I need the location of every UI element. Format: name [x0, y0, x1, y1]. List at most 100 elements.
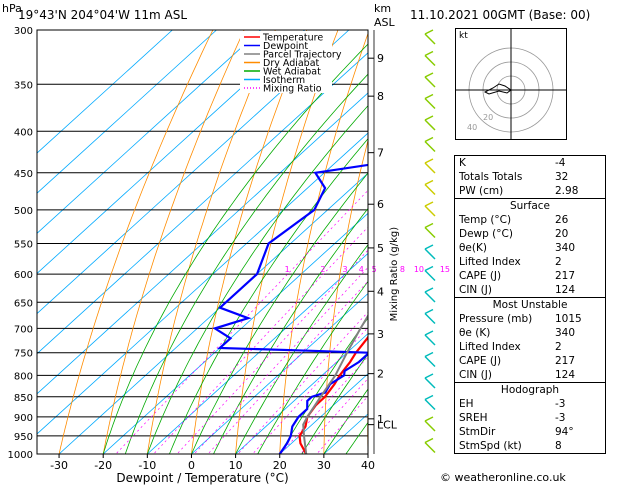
- mu-thetae-value: 340: [555, 327, 576, 339]
- surface-temp-label: Temp (°C): [459, 214, 512, 226]
- wind-barb: [424, 205, 436, 217]
- dry-adiabat: [323, 138, 368, 454]
- stmspd-value: 8: [555, 440, 562, 452]
- hodo-ring-label: 20: [483, 113, 493, 122]
- wind-barb: [424, 97, 436, 110]
- legend-entry: Parcel Trajectory: [263, 50, 342, 61]
- dry-adiabat: [235, 30, 339, 454]
- height-km-label: 8: [377, 90, 384, 103]
- stmspd-label: StmSpd (kt): [459, 440, 522, 452]
- wind-barb: [424, 158, 434, 164]
- dry-adiabat: [191, 30, 308, 454]
- wind-barb: [424, 201, 434, 207]
- k-index-label: K: [459, 157, 466, 169]
- x-tick-label: -20: [94, 459, 112, 472]
- wet-adiabat: [301, 353, 368, 454]
- pressure-tick-label: 500: [14, 206, 33, 217]
- height-km-label: 2: [377, 368, 384, 381]
- wind-barb: [424, 226, 436, 239]
- pressure-tick-label: 450: [14, 169, 33, 180]
- dry-adiabat: [102, 30, 245, 454]
- mu-li-value: 2: [555, 341, 562, 353]
- isotherm-line: [37, 30, 261, 234]
- location-title: 19°43'N 204°04'W 11m ASL: [18, 8, 188, 22]
- pw-value: 2.98: [555, 185, 579, 197]
- hodo-panel-title: Hodograph: [500, 384, 560, 396]
- wind-barb: [424, 33, 436, 45]
- pressure-tick-label: 400: [14, 127, 33, 138]
- pressure-tick-label: 300: [14, 26, 33, 37]
- isotherm-line: [235, 333, 368, 454]
- hodograph: kt 20 40: [455, 28, 567, 140]
- wet-adiabat: [191, 172, 368, 454]
- wind-barb: [424, 119, 436, 131]
- pressure-tick-label: 950: [14, 432, 33, 443]
- legend-entry: Dewpoint: [263, 41, 308, 52]
- mixing-ratio-line: [207, 280, 368, 454]
- totals-label: Totals Totals: [459, 171, 523, 183]
- mixing-ratio-line: [193, 266, 368, 454]
- wind-barb: [424, 136, 434, 143]
- pressure-tick-label: 750: [14, 349, 33, 360]
- mixing-ratio-label: 15: [440, 265, 450, 274]
- isotherm-line: [37, 92, 368, 395]
- legend-entry: Wet Adiabat: [263, 67, 321, 78]
- height-km-label: 5: [377, 242, 384, 255]
- time-title: 11.10.2021 00GMT (Base: 00): [410, 8, 591, 22]
- surface-cape-label: CAPE (J): [459, 270, 502, 282]
- isotherm-line: [191, 292, 368, 454]
- wind-barb: [424, 179, 434, 186]
- mixing-ratio-label: 3: [342, 265, 347, 274]
- height-km-label: LCL: [377, 419, 398, 432]
- dry-adiabat: [605, 18, 629, 471]
- pressure-tick-label: 700: [14, 324, 33, 335]
- mixing-ratio-label: 1: [285, 265, 290, 274]
- wind-barb: [424, 416, 434, 422]
- mixing-ratio-line: [300, 378, 368, 454]
- mixing-ratio-label: 4: [359, 265, 364, 274]
- surface-thetae-value: 340: [555, 242, 576, 254]
- mu-cin-label: CIN (J): [459, 369, 492, 381]
- sreh-value: -3: [555, 412, 566, 424]
- height-km-label: 7: [377, 147, 384, 160]
- mu-title: Most Unstable: [492, 299, 568, 311]
- wind-barb: [424, 115, 434, 121]
- surface-cin-value: 124: [555, 284, 576, 296]
- series-line-parcel-trajectory: [302, 313, 368, 454]
- series-line-dewpoint: [212, 163, 368, 454]
- mixing-ratio-label: 8: [400, 265, 405, 274]
- wind-barb: [424, 377, 436, 389]
- surface-title: Surface: [509, 200, 550, 212]
- wind-barb: [424, 76, 436, 88]
- wind-barb: [424, 162, 436, 174]
- asl-label: ASL: [374, 16, 395, 29]
- wet-adiabat: [168, 138, 368, 454]
- legend-entry: Mixing Ratio: [263, 84, 322, 95]
- wet-adiabat: [146, 105, 368, 454]
- wind-barb: [424, 287, 434, 293]
- legend-entry: Temperature: [262, 33, 323, 44]
- dry-adiabat: [279, 32, 368, 454]
- wet-adiabat: [345, 421, 368, 454]
- wet-adiabat: [279, 317, 368, 454]
- wet-adiabat: [257, 280, 368, 454]
- mu-pressure-value: 1015: [555, 313, 582, 325]
- surface-thetae-label: θe(K): [459, 242, 487, 254]
- wind-barb: [424, 140, 436, 153]
- wind-barb: [424, 29, 434, 35]
- stmdir-value: 94°: [555, 426, 574, 438]
- x-axis-label: Dewpoint / Temperature (°C): [116, 471, 288, 485]
- wind-barb: [424, 72, 434, 78]
- wind-barb: [424, 394, 434, 401]
- dry-adiabat: [58, 30, 214, 454]
- surface-dewp-label: Dewp (°C): [459, 228, 513, 240]
- pressure-tick-label: 800: [14, 371, 33, 382]
- wind-barb: [424, 248, 436, 260]
- mixing-ratio-line: [252, 326, 368, 454]
- pressure-tick-label: 850: [14, 393, 33, 404]
- wind-barb: [424, 308, 434, 315]
- legend-entry: Isotherm: [263, 75, 305, 86]
- legend: [240, 31, 332, 93]
- isotherm-line: [37, 132, 368, 435]
